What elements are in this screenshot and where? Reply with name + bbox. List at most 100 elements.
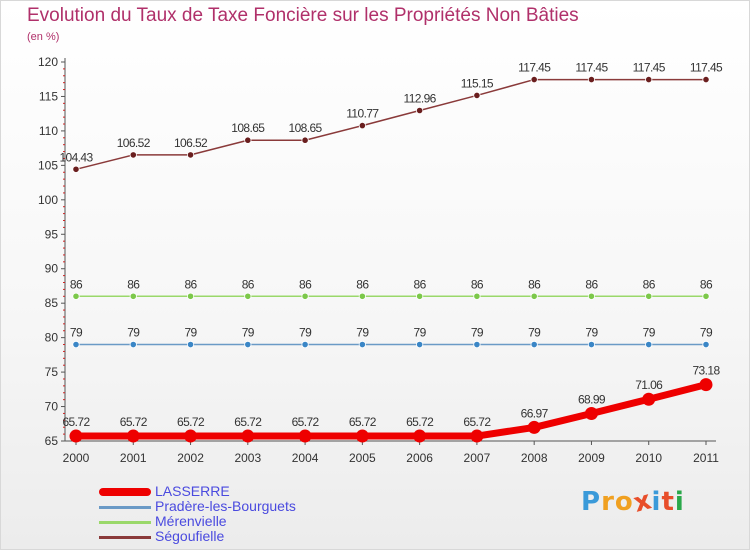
data-label-merenvielle: 86 (242, 277, 255, 291)
data-label-lasserre: 65.72 (62, 415, 90, 429)
data-label-pradere-les-bourguets: 79 (643, 326, 656, 340)
data-label-segoufielle: 117.45 (633, 61, 666, 75)
data-label-segoufielle: 108.65 (231, 121, 265, 135)
data-point-pradere-les-bourguets (358, 340, 366, 349)
data-label-pradere-les-bourguets: 79 (356, 326, 369, 340)
data-label-merenvielle: 86 (356, 277, 369, 291)
data-label-merenvielle: 86 (528, 277, 541, 291)
data-label-pradere-les-bourguets: 79 (70, 326, 83, 340)
legend-swatch-lasserre (99, 488, 151, 496)
data-label-pradere-les-bourguets: 79 (585, 326, 598, 340)
data-label-segoufielle: 115.15 (461, 76, 494, 90)
data-label-merenvielle: 86 (299, 277, 312, 291)
data-point-pradere-les-bourguets (702, 340, 710, 349)
data-label-segoufielle: 112.96 (404, 92, 437, 106)
data-point-pradere-les-bourguets (301, 340, 309, 349)
data-label-lasserre: 65.72 (463, 415, 491, 429)
data-point-merenvielle (702, 292, 710, 300)
logo-letter: i (651, 487, 662, 517)
data-point-lasserre (470, 429, 484, 443)
data-point-merenvielle (645, 292, 653, 300)
data-label-pradere-les-bourguets: 79 (299, 326, 312, 340)
data-point-pradere-les-bourguets (473, 340, 481, 349)
data-label-lasserre: 65.72 (406, 415, 434, 429)
data-point-pradere-les-bourguets (186, 340, 195, 349)
data-point-segoufielle (587, 75, 596, 84)
logo-letter: P (581, 487, 602, 517)
data-point-lasserre (699, 378, 713, 392)
data-label-lasserre: 65.72 (292, 415, 320, 429)
data-point-lasserre (584, 407, 598, 421)
data-label-merenvielle: 86 (700, 277, 713, 291)
legend-label-lasserre: LASSERRE (155, 483, 230, 499)
x-tick-label: 2000 (63, 451, 90, 465)
data-point-merenvielle (416, 292, 424, 300)
legend-swatch-pradere (99, 506, 151, 509)
data-label-pradere-les-bourguets: 79 (184, 326, 197, 340)
legend-label-merenvielle: Mérenvielle (155, 513, 227, 529)
data-point-lasserre (642, 392, 656, 406)
data-label-lasserre: 65.72 (177, 415, 205, 429)
data-label-merenvielle: 86 (184, 277, 197, 291)
data-point-merenvielle (358, 292, 366, 300)
data-point-merenvielle (530, 292, 538, 300)
y-tick-label: 70 (45, 400, 59, 414)
data-point-lasserre (241, 429, 255, 443)
data-label-lasserre: 65.72 (234, 415, 262, 429)
data-point-lasserre (527, 420, 541, 434)
legend-label-pradere: Pradère-les-Bourguets (155, 498, 296, 514)
y-tick-label: 100 (38, 193, 58, 207)
data-point-pradere-les-bourguets (129, 340, 137, 349)
x-tick-label: 2011 (693, 451, 719, 465)
x-tick-label: 2007 (464, 451, 491, 465)
data-label-merenvielle: 86 (70, 277, 83, 291)
data-point-segoufielle (358, 122, 366, 130)
data-point-segoufielle (129, 151, 137, 159)
data-point-segoufielle (244, 136, 252, 144)
x-tick-label: 2008 (521, 451, 548, 465)
legend-item-pradere: Pradère-les-Bourguets (99, 498, 339, 514)
data-label-segoufielle: 117.45 (518, 61, 551, 75)
y-tick-label: 80 (45, 331, 59, 345)
data-point-merenvielle (473, 292, 481, 300)
data-point-merenvielle (72, 292, 80, 300)
legend-item-merenvielle: Mérenvielle (99, 513, 339, 529)
data-label-pradere-les-bourguets: 79 (242, 326, 255, 340)
series-line-segoufielle (75, 78, 707, 171)
data-point-pradere-les-bourguets (416, 340, 424, 349)
data-label-lasserre: 66.97 (521, 406, 549, 420)
x-tick-label: 2005 (349, 451, 376, 465)
data-point-merenvielle (129, 292, 137, 300)
data-label-lasserre: 73.18 (692, 364, 720, 378)
data-point-merenvielle (301, 292, 309, 300)
legend-item-lasserre: LASSERRE (99, 483, 339, 499)
data-point-segoufielle (301, 136, 309, 144)
data-label-segoufielle: 117.45 (575, 61, 608, 75)
data-point-pradere-les-bourguets (645, 340, 653, 349)
data-point-segoufielle (186, 151, 195, 159)
data-label-merenvielle: 86 (471, 277, 484, 291)
data-label-pradere-les-bourguets: 79 (127, 326, 140, 340)
x-tick-label: 2004 (292, 451, 319, 465)
y-tick-label: 85 (45, 296, 59, 310)
legend-item-segoufielle: Ségoufielle (99, 528, 339, 544)
data-point-lasserre (298, 429, 312, 443)
data-label-segoufielle: 106.52 (117, 136, 151, 150)
data-point-pradere-les-bourguets (244, 340, 252, 349)
y-tick-label: 95 (45, 227, 59, 241)
data-label-segoufielle: 108.65 (289, 121, 323, 135)
data-label-merenvielle: 86 (643, 277, 656, 291)
data-label-segoufielle: 106.52 (174, 136, 208, 150)
data-point-lasserre (69, 429, 83, 443)
x-tick-label: 2003 (234, 451, 261, 465)
chart-subtitle: (en %) (27, 31, 60, 43)
data-point-segoufielle (416, 106, 424, 115)
data-point-merenvielle (186, 292, 195, 300)
data-label-pradere-les-bourguets: 79 (700, 326, 713, 340)
data-point-lasserre (413, 429, 427, 443)
y-tick-label: 75 (45, 365, 59, 379)
proxiti-logo: Proxiti (581, 485, 685, 519)
data-point-segoufielle (530, 75, 538, 84)
legend-swatch-merenvielle (99, 521, 151, 524)
